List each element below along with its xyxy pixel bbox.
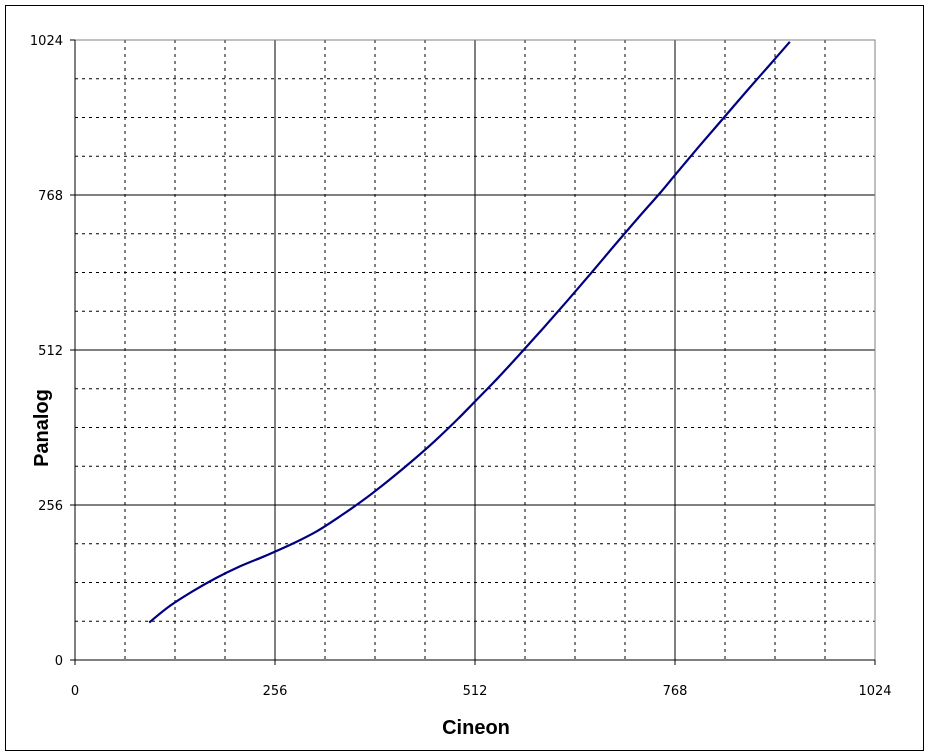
series-layer <box>148 41 791 624</box>
y-tick-label: 256 <box>38 499 63 514</box>
y-axis-ticks: 0 256 512 768 1024 <box>30 34 75 669</box>
y-tick-label: 0 <box>55 654 63 669</box>
x-tick-label: 1024 <box>858 684 891 699</box>
x-axis-title: Cineon <box>442 717 510 739</box>
y-axis-title: Panalog <box>31 389 53 467</box>
major-gridlines <box>75 39 875 660</box>
y-tick-label: 1024 <box>30 34 63 49</box>
series-line <box>148 41 791 624</box>
x-axis-ticks: 0 256 512 768 1024 <box>71 660 892 699</box>
x-tick-label: 256 <box>263 684 288 699</box>
y-tick-label: 512 <box>38 344 63 359</box>
y-tick-label: 768 <box>38 189 63 204</box>
chart-frame <box>5 5 924 751</box>
x-tick-label: 0 <box>71 684 79 699</box>
x-tick-label: 768 <box>663 684 688 699</box>
x-tick-label: 512 <box>463 684 488 699</box>
